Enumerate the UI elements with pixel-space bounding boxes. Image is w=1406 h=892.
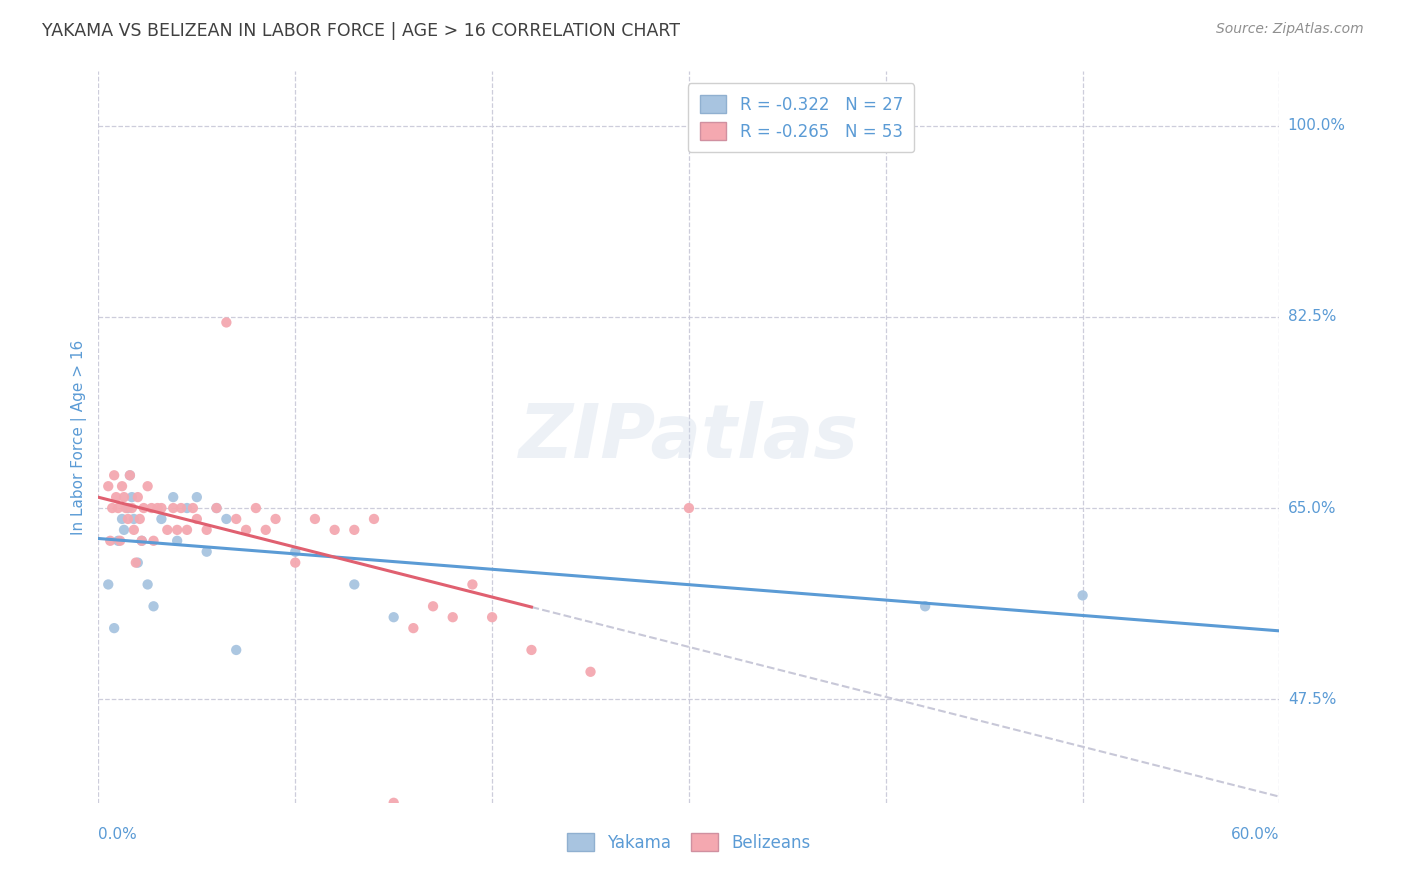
Point xyxy=(205,501,228,516)
Point xyxy=(111,479,134,493)
Point xyxy=(186,512,208,526)
Point xyxy=(205,501,228,516)
Point xyxy=(215,315,238,329)
Text: 82.5%: 82.5% xyxy=(1288,310,1336,325)
Point xyxy=(166,533,188,548)
Point xyxy=(323,523,346,537)
Point xyxy=(254,523,277,537)
Point xyxy=(176,501,198,516)
Point xyxy=(97,577,120,591)
Point xyxy=(186,490,208,504)
Point xyxy=(170,501,193,516)
Point xyxy=(121,501,143,516)
Point xyxy=(1071,588,1094,602)
Point xyxy=(481,610,503,624)
Point xyxy=(108,533,131,548)
Point xyxy=(402,621,425,635)
Point xyxy=(127,490,149,504)
Y-axis label: In Labor Force | Age > 16: In Labor Force | Age > 16 xyxy=(72,340,87,534)
Point xyxy=(382,610,405,624)
Text: 47.5%: 47.5% xyxy=(1288,691,1336,706)
Point xyxy=(142,599,165,614)
Point xyxy=(678,501,700,516)
Point xyxy=(382,796,405,810)
Point xyxy=(461,577,484,591)
Point xyxy=(579,665,602,679)
Point xyxy=(146,501,169,516)
Point xyxy=(150,501,173,516)
Point xyxy=(111,512,134,526)
Point xyxy=(125,556,148,570)
Point xyxy=(195,545,218,559)
Point xyxy=(128,512,150,526)
Point xyxy=(103,468,125,483)
Point xyxy=(136,577,159,591)
Point xyxy=(112,523,135,537)
Point xyxy=(117,501,139,516)
Point xyxy=(107,533,129,548)
Point xyxy=(112,490,135,504)
Point xyxy=(103,621,125,635)
Point xyxy=(225,643,247,657)
Point xyxy=(235,523,257,537)
Point xyxy=(142,533,165,548)
Point xyxy=(150,512,173,526)
Point xyxy=(136,479,159,493)
Text: 60.0%: 60.0% xyxy=(1232,827,1279,842)
Point xyxy=(127,556,149,570)
Point xyxy=(141,501,163,516)
Point xyxy=(98,533,121,548)
Point xyxy=(422,599,444,614)
Point xyxy=(121,490,143,504)
Point xyxy=(343,577,366,591)
Text: YAKAMA VS BELIZEAN IN LABOR FORCE | AGE > 16 CORRELATION CHART: YAKAMA VS BELIZEAN IN LABOR FORCE | AGE … xyxy=(42,22,681,40)
Point xyxy=(195,523,218,537)
Point xyxy=(441,610,464,624)
Point xyxy=(115,501,138,516)
Point xyxy=(181,501,204,516)
Point xyxy=(304,512,326,526)
Point xyxy=(284,556,307,570)
Point xyxy=(176,523,198,537)
Point xyxy=(363,512,385,526)
Point xyxy=(131,533,153,548)
Point xyxy=(117,512,139,526)
Point xyxy=(914,599,936,614)
Point xyxy=(166,523,188,537)
Point xyxy=(225,512,247,526)
Point xyxy=(118,468,141,483)
Point xyxy=(131,533,153,548)
Point xyxy=(122,512,145,526)
Point xyxy=(132,501,155,516)
Point xyxy=(122,523,145,537)
Point xyxy=(343,523,366,537)
Text: 100.0%: 100.0% xyxy=(1288,119,1346,134)
Point xyxy=(520,643,543,657)
Point xyxy=(156,523,179,537)
Point xyxy=(101,501,124,516)
Point xyxy=(245,501,267,516)
Point xyxy=(97,479,120,493)
Text: ZIPatlas: ZIPatlas xyxy=(519,401,859,474)
Point xyxy=(215,512,238,526)
Text: 0.0%: 0.0% xyxy=(98,827,138,842)
Point xyxy=(107,501,129,516)
Point xyxy=(284,545,307,559)
Text: Source: ZipAtlas.com: Source: ZipAtlas.com xyxy=(1216,22,1364,37)
Point xyxy=(162,501,184,516)
Point xyxy=(118,468,141,483)
Legend: Yakama, Belizeans: Yakama, Belizeans xyxy=(560,825,818,860)
Point xyxy=(264,512,287,526)
Text: 65.0%: 65.0% xyxy=(1288,500,1336,516)
Point xyxy=(162,490,184,504)
Point xyxy=(105,490,128,504)
